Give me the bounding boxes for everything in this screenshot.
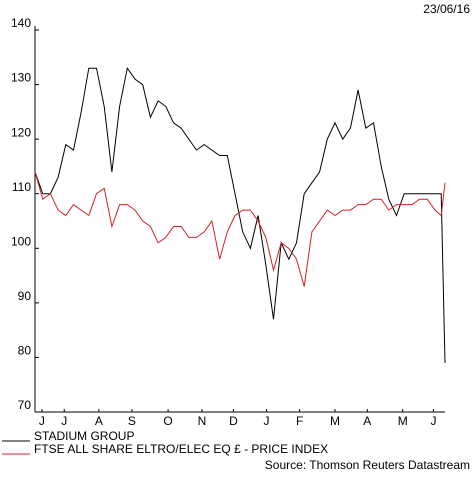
x-tick-label: O xyxy=(163,414,172,428)
chart-date: 23/06/16 xyxy=(423,2,470,16)
y-tick-label: 140 xyxy=(11,16,31,30)
x-tick-label: S xyxy=(128,414,136,428)
legend-label: FTSE ALL SHARE ELTRO/ELEC EQ £ - PRICE I… xyxy=(34,442,328,456)
y-tick-label: 80 xyxy=(18,344,32,358)
x-tick-label: J xyxy=(264,414,270,428)
x-tick-label: D xyxy=(229,414,238,428)
y-tick-label: 110 xyxy=(12,180,31,194)
legend-label: STADIUM GROUP xyxy=(34,429,134,443)
source-note: Source: Thomson Reuters Datastream xyxy=(265,458,470,472)
x-tick-label: J xyxy=(430,414,436,428)
y-tick-label: 70 xyxy=(18,398,32,412)
series-line xyxy=(34,171,446,287)
y-tick-label: 130 xyxy=(11,71,31,85)
x-tick-label: J xyxy=(39,414,45,428)
x-tick-label: A xyxy=(363,414,371,428)
x-tick-label: N xyxy=(198,414,207,428)
x-tick-label: M xyxy=(398,414,408,428)
x-tick-label: J xyxy=(61,414,67,428)
x-tick-label: M xyxy=(330,414,340,428)
y-tick-label: 90 xyxy=(18,289,32,303)
series-line xyxy=(34,66,446,363)
y-tick-label: 100 xyxy=(11,234,31,248)
x-tick-label: A xyxy=(95,414,103,428)
y-tick-label: 120 xyxy=(11,125,31,139)
x-tick-label: F xyxy=(296,414,303,428)
